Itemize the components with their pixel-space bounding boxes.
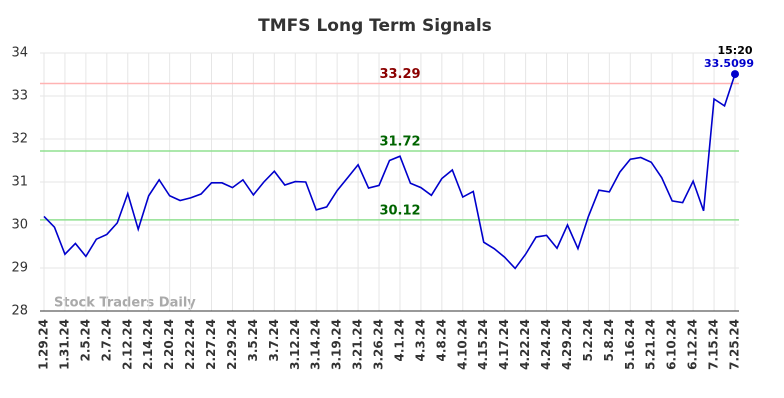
last-value: 33.5099: [704, 57, 754, 70]
x-tick-label: 3.5.24: [246, 319, 260, 362]
y-tick-label: 29: [11, 261, 28, 276]
x-tick-label: 2.29.24: [225, 319, 239, 370]
x-tick-label: 4.3.24: [413, 319, 427, 362]
x-tick-label: 2.12.24: [120, 319, 134, 370]
last-time: 15:20: [717, 44, 752, 57]
y-tick-label: 33: [11, 89, 28, 104]
x-tick-label: 2.14.24: [141, 319, 155, 370]
watermark: Stock Traders Daily: [54, 296, 196, 311]
x-tick-label: 4.10.24: [455, 319, 469, 370]
x-tick-label: 5.21.24: [644, 319, 658, 370]
x-tick-label: 3.21.24: [351, 319, 365, 370]
x-tick-label: 3.14.24: [309, 319, 323, 370]
x-tick-label: 2.7.24: [99, 319, 113, 362]
x-tick-label: 4.29.24: [560, 319, 574, 370]
x-tick-label: 7.15.24: [707, 319, 721, 370]
y-tick-label: 31: [11, 175, 28, 190]
price-line: [43, 73, 736, 270]
x-tick-label: 4.1.24: [392, 319, 406, 362]
x-tick-label: 4.8.24: [434, 319, 448, 362]
x-tick-label: 2.20.24: [162, 319, 176, 370]
y-tick-label: 32: [11, 132, 28, 147]
x-tick-label: 6.10.24: [665, 319, 679, 370]
x-tick-label: 3.26.24: [372, 319, 386, 370]
x-tick-label: 1.31.24: [57, 319, 71, 370]
x-tick-label: 1.29.24: [37, 319, 51, 370]
last-point: [731, 70, 739, 79]
x-tick-label: 4.15.24: [476, 319, 490, 370]
x-tick-label: 2.5.24: [78, 319, 92, 362]
x-tick-label: 2.22.24: [183, 319, 197, 370]
x-tick-label: 4.24.24: [539, 319, 553, 370]
x-tick-label: 2.27.24: [204, 319, 218, 370]
x-tick-label: 5.2.24: [581, 319, 595, 362]
x-tick-label: 6.12.24: [686, 319, 700, 370]
y-tick-label: 30: [11, 218, 28, 233]
x-tick-label: 4.17.24: [497, 319, 511, 370]
reference-label: 33.29: [379, 67, 420, 82]
x-tick-label: 5.16.24: [623, 319, 637, 370]
reference-label: 31.72: [379, 135, 420, 150]
x-tick-label: 3.7.24: [267, 319, 281, 362]
x-tick-label: 7.25.24: [728, 319, 742, 370]
x-tick-label: 4.22.24: [518, 319, 532, 370]
reference-label: 30.12: [379, 203, 420, 218]
x-tick-label: 3.19.24: [330, 319, 344, 370]
x-tick-label: 3.12.24: [288, 319, 302, 370]
chart-title: TMFS Long Term Signals: [258, 16, 492, 36]
y-tick-label: 34: [11, 46, 28, 61]
y-tick-label: 28: [11, 304, 28, 319]
x-tick-label: 5.8.24: [602, 319, 616, 362]
